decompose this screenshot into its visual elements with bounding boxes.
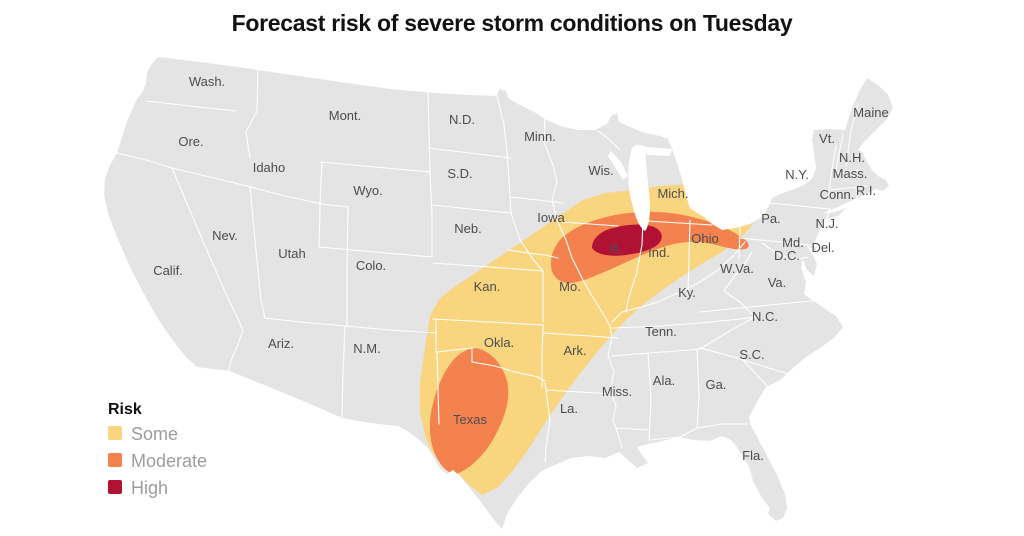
state-label-la: La. bbox=[560, 401, 578, 416]
state-label-md: Md. bbox=[782, 235, 804, 250]
state-label-wyo: Wyo. bbox=[353, 183, 383, 198]
state-label-ny: N.Y. bbox=[785, 167, 809, 182]
state-label-miss: Miss. bbox=[602, 384, 632, 399]
risk-area-high bbox=[592, 224, 662, 256]
state-label-sc: S.C. bbox=[739, 347, 764, 362]
state-label-fla: Fla. bbox=[742, 448, 764, 463]
state-label-iowa: Iowa bbox=[537, 210, 565, 225]
state-label-nh: N.H. bbox=[839, 150, 865, 165]
risk-area-moderate-texas bbox=[429, 348, 509, 474]
state-label-texas: Texas bbox=[453, 412, 487, 427]
state-label-pa: Pa. bbox=[761, 211, 781, 226]
legend-swatch-some bbox=[108, 426, 122, 440]
state-label-nc: N.C. bbox=[752, 309, 778, 324]
state-label-wis: Wis. bbox=[588, 163, 613, 178]
state-label-wva: W.Va. bbox=[720, 261, 754, 276]
lake-michigan-icon bbox=[628, 144, 650, 231]
state-label-maine: Maine bbox=[853, 105, 888, 120]
mackinac-strait-icon bbox=[645, 147, 672, 156]
state-label-idaho: Idaho bbox=[253, 160, 286, 175]
green-bay-icon bbox=[608, 151, 628, 180]
risk-areas bbox=[420, 184, 757, 495]
state-label-dc: D.C. bbox=[774, 248, 800, 263]
state-label-nev: Nev. bbox=[212, 228, 238, 243]
risk-legend: Risk Some Moderate High bbox=[108, 401, 207, 498]
state-label-ri: R.I. bbox=[856, 183, 876, 198]
great-lakes bbox=[608, 144, 672, 231]
state-label-nj: N.J. bbox=[815, 216, 838, 231]
state-label-neb: Neb. bbox=[454, 221, 481, 236]
state-label-nd: N.D. bbox=[449, 112, 475, 127]
state-label-ky: Ky. bbox=[678, 285, 696, 300]
state-label-ark: Ark. bbox=[563, 343, 586, 358]
state-label-ala: Ala. bbox=[653, 373, 675, 388]
state-label-tenn: Tenn. bbox=[645, 324, 677, 339]
state-label-ga: Ga. bbox=[706, 377, 727, 392]
legend-label-some: Some bbox=[131, 424, 178, 444]
state-label-kan: Kan. bbox=[474, 279, 501, 294]
legend-swatch-moderate bbox=[108, 453, 122, 467]
legend-title: Risk bbox=[108, 401, 142, 418]
state-label-conn: Conn. bbox=[820, 187, 855, 202]
state-label-mont: Mont. bbox=[329, 108, 362, 123]
state-label-minn: Minn. bbox=[524, 129, 556, 144]
risk-area-some bbox=[420, 184, 757, 495]
state-label-wash: Wash. bbox=[189, 74, 225, 89]
state-borders bbox=[116, 61, 867, 463]
state-label-nm: N.M. bbox=[353, 341, 380, 356]
legend-swatch-high bbox=[108, 480, 122, 494]
state-label-mich: Mich. bbox=[657, 186, 688, 201]
state-label-ariz: Ariz. bbox=[268, 336, 294, 351]
state-label-colo: Colo. bbox=[356, 258, 386, 273]
legend-label-moderate: Moderate bbox=[131, 451, 207, 471]
state-label-va: Va. bbox=[768, 275, 787, 290]
state-label-okla: Okla. bbox=[484, 335, 514, 350]
legend-label-high: High bbox=[131, 478, 168, 498]
state-label-ohio: Ohio bbox=[691, 231, 718, 246]
state-label-utah: Utah bbox=[278, 246, 305, 261]
state-label-mo: Mo. bbox=[559, 279, 581, 294]
state-label-vt: Vt. bbox=[819, 131, 835, 146]
state-labels: Wash. Ore. Calif. Idaho Nev. Utah Ariz. Mont. Wy… bbox=[153, 74, 889, 463]
state-label-ind: Ind. bbox=[648, 245, 670, 260]
state-label-calif: Calif. bbox=[153, 263, 183, 278]
state-label-ill: Ill. bbox=[610, 241, 623, 256]
state-label-del: Del. bbox=[811, 240, 834, 255]
state-label-mass: Mass. bbox=[833, 166, 868, 181]
state-label-sd: S.D. bbox=[447, 166, 472, 181]
state-label-ore: Ore. bbox=[178, 134, 203, 149]
map-title: Forecast risk of severe storm conditions… bbox=[232, 10, 793, 36]
